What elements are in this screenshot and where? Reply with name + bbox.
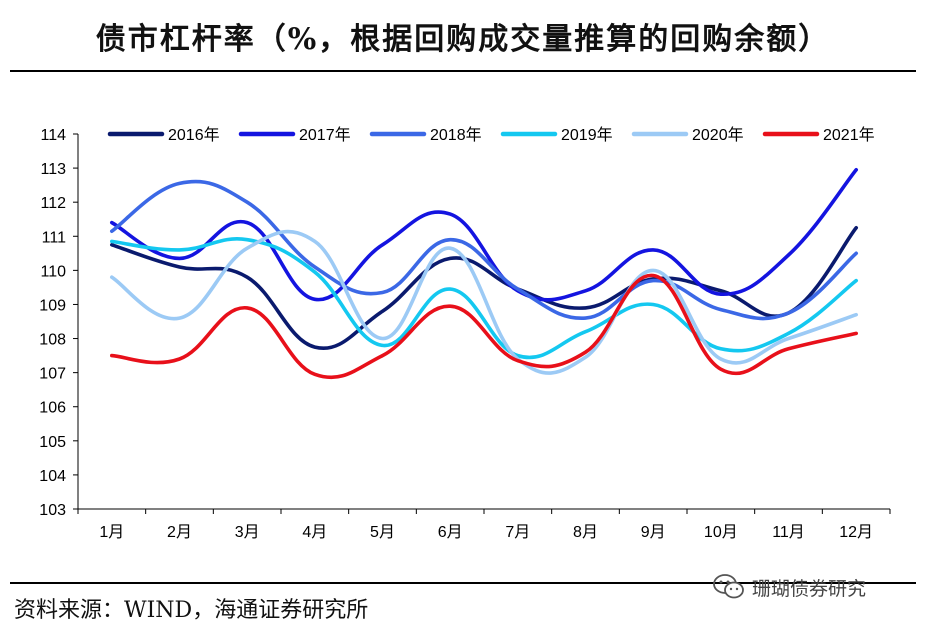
y-tick-label: 109 [39,297,66,314]
y-tick-label: 105 [39,434,66,451]
series-line-2016 [110,226,858,351]
chart-axes: 103 104 105 106 107 108 109 110 111 112 113 114 1月 2月… [39,127,891,541]
footer-divider [10,582,916,584]
x-tick-label: 7月 [505,524,530,541]
title-divider [10,70,916,72]
legend-label-2020: 2020年 [692,126,744,144]
y-tick-label: 111 [42,229,66,246]
y-tick-label: 108 [39,332,66,349]
x-tick-label: 1月 [99,524,124,541]
y-tick-label: 110 [40,263,66,280]
x-tick-label: 5月 [370,524,395,541]
x-tick-label: 6月 [438,524,463,541]
y-tick-label: 112 [40,195,66,212]
x-tick-label: 4月 [302,524,327,541]
y-tick-label: 103 [39,502,66,519]
x-tick-label: 8月 [573,524,598,541]
legend-label-2019: 2019年 [561,126,613,144]
line-chart: 103 104 105 106 107 108 109 110 111 112 113 114 1月 2月… [39,126,891,541]
x-tick-label: 12月 [839,524,873,541]
x-tick-label: 9月 [641,524,666,541]
x-tick-label: 11月 [772,524,805,541]
watermark-text: 珊瑚债券研究 [752,577,867,600]
legend-label-2018: 2018年 [430,126,482,144]
y-tick-label: 106 [39,400,66,417]
y-tick-label: 113 [40,161,66,178]
chart-series [110,168,858,380]
x-tick-label: 10月 [704,524,738,541]
series-line-2021 [110,273,858,380]
series-line-2017 [110,168,858,302]
source-note: 资料来源：WIND，海通证券研究所 [14,598,369,623]
series-line-2020 [110,229,858,375]
wechat-icon [713,574,744,599]
x-tick-label: 3月 [235,524,260,541]
y-tick-label: 107 [39,366,66,383]
legend-label-2017: 2017年 [299,126,351,144]
series-line-2018 [110,179,858,321]
y-tick-label: 104 [39,468,66,485]
page-title: 债市杠杆率（%，根据回购成交量推算的回购余额） [95,22,831,57]
legend-label-2021: 2021年 [823,126,875,144]
y-tick-label: 114 [40,127,66,144]
legend-label-2016: 2016年 [168,126,220,144]
x-tick-label: 2月 [167,524,192,541]
watermark: 珊瑚债券研究 [712,572,866,602]
series-line-2019 [110,237,858,360]
chart-legend: 2016年 2017年 2018年 2019年 2020年 2021年 [107,126,875,144]
